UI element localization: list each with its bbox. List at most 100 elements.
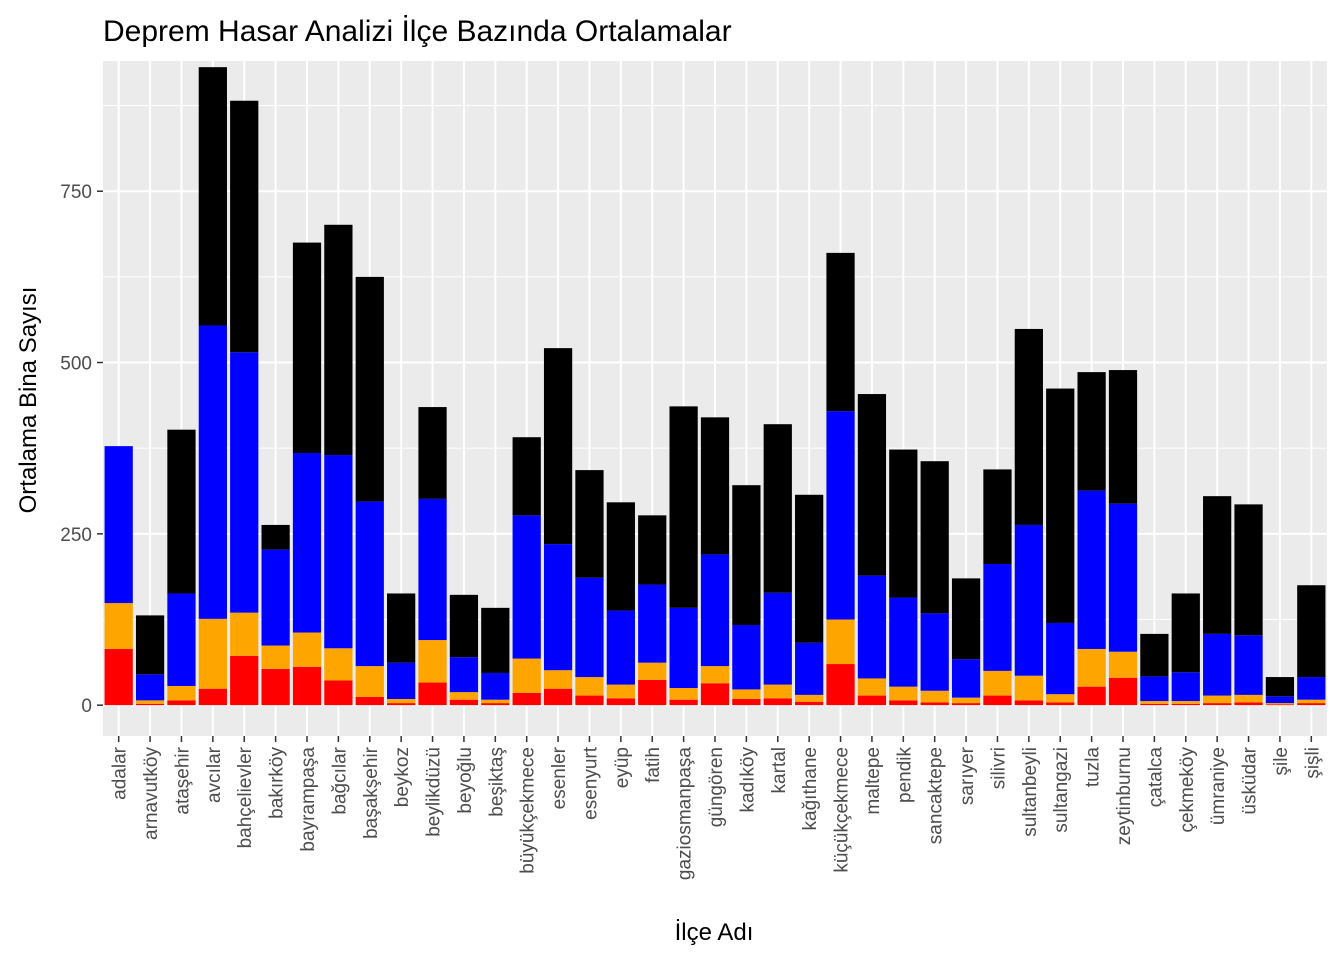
bar-segment [292,452,322,633]
bar-segment [167,700,196,706]
bar-segment [1203,695,1232,704]
bar-segment [983,670,1012,696]
bar-segment [167,593,196,686]
bar-segment [700,666,730,684]
bar-segment [512,437,541,516]
x-tick-label: ümraniye [1208,747,1229,825]
y-axis-title: Ortalama Bina Sayısı [15,287,42,514]
bar-segment [763,684,792,699]
bar-segment [387,662,416,699]
y-tick-label: 500 [60,354,92,375]
bar-segment [1297,699,1326,704]
bar-segment [638,584,667,663]
bar-segment [418,640,447,683]
bar-segment [606,610,635,685]
bar-segment [983,695,1012,706]
bar-segment [198,325,227,619]
bar-segment [826,664,855,706]
bar-segment [104,648,133,706]
x-tick-label: esenler [549,746,570,809]
bar-segment [292,632,322,667]
bar-segment [1014,328,1043,525]
x-tick-label: çatalca [1145,747,1166,808]
x-tick-label: üsküdar [1240,746,1261,814]
y-tick-label: 0 [81,696,92,717]
bar-segment [198,688,227,706]
bar-segment [135,703,165,706]
x-tick-label: şile [1271,747,1292,776]
x-tick-label: tuzla [1083,747,1104,788]
bar-segment [795,642,824,695]
bar-segment [606,684,635,699]
x-tick-label: sultanbeyli [1020,747,1041,837]
bar-segment [889,686,918,701]
bar-segment [104,446,133,604]
bar-segment [763,592,792,685]
bar-segment [198,618,227,689]
bar-segment [983,469,1012,564]
x-tick-label: pendik [894,747,915,803]
x-axis-title: İlçe Adı [675,919,754,946]
bar-segment [543,688,573,706]
bar-segment [575,470,604,578]
bar-segment [732,689,761,699]
bar-segment [826,411,855,620]
bar-segment [481,607,510,673]
x-tick-label: sultangazi [1051,747,1072,833]
y-axis: 0 250 500 750 [60,182,103,717]
chart-title: Deprem Hasar Analizi İlçe Bazında Ortala… [103,15,732,48]
x-tick-label: adalar [110,746,131,799]
bar-segment [669,607,698,689]
bar-segment [387,703,416,706]
x-tick-label: zeytinburnu [1114,747,1135,845]
bar-segment [638,662,667,680]
bar-segment [1108,370,1138,504]
x-tick-label: fatih [643,747,664,783]
bar-segment [669,406,698,608]
x-tick-label: güngören [706,747,727,827]
bar-segment [669,699,698,706]
x-tick-label: büyükçekmece [518,747,539,874]
bar-segment [324,224,353,456]
bar-segment [795,494,824,643]
bar-segment [481,703,510,706]
bar-segment [638,515,667,585]
bar-segment [1140,703,1169,706]
bar-segment [575,577,604,678]
bar-segment [198,67,227,326]
bar-segment [1265,703,1295,705]
bar-segment [951,659,981,698]
bar-segment [324,455,353,649]
x-tick-label: sancaktepe [926,747,947,844]
bar-segment [606,698,635,706]
bar-segment [1108,503,1138,652]
bar-segment [449,657,479,693]
bar-segment [920,461,949,614]
bar-segment [889,597,918,687]
bar-segment [1297,585,1326,678]
bar-segment [1046,622,1075,695]
bar-segment [1234,694,1263,703]
bar-segment [1265,704,1295,706]
bar-segment [1171,701,1200,704]
bar-segment [355,276,384,502]
bar-segment [732,698,761,706]
bar-segment [418,682,447,706]
x-tick-label: eyüp [612,747,633,788]
bar-segment [449,699,479,706]
bar-segment [889,449,918,598]
bar-segment [324,648,353,681]
bar-segment [1171,672,1200,702]
bar-segment [324,680,353,706]
bar-segment [512,658,541,693]
bar-segment [292,666,322,706]
bar-segment [261,549,290,646]
x-tick-label: kartal [769,747,790,793]
bar-segment [230,612,259,656]
x-tick-label: beyoğlu [455,747,476,814]
bar-segment [135,674,165,701]
bar-segment [292,242,322,453]
bars [104,67,1326,706]
bar-segment [951,703,981,706]
bar-segment [826,252,855,412]
